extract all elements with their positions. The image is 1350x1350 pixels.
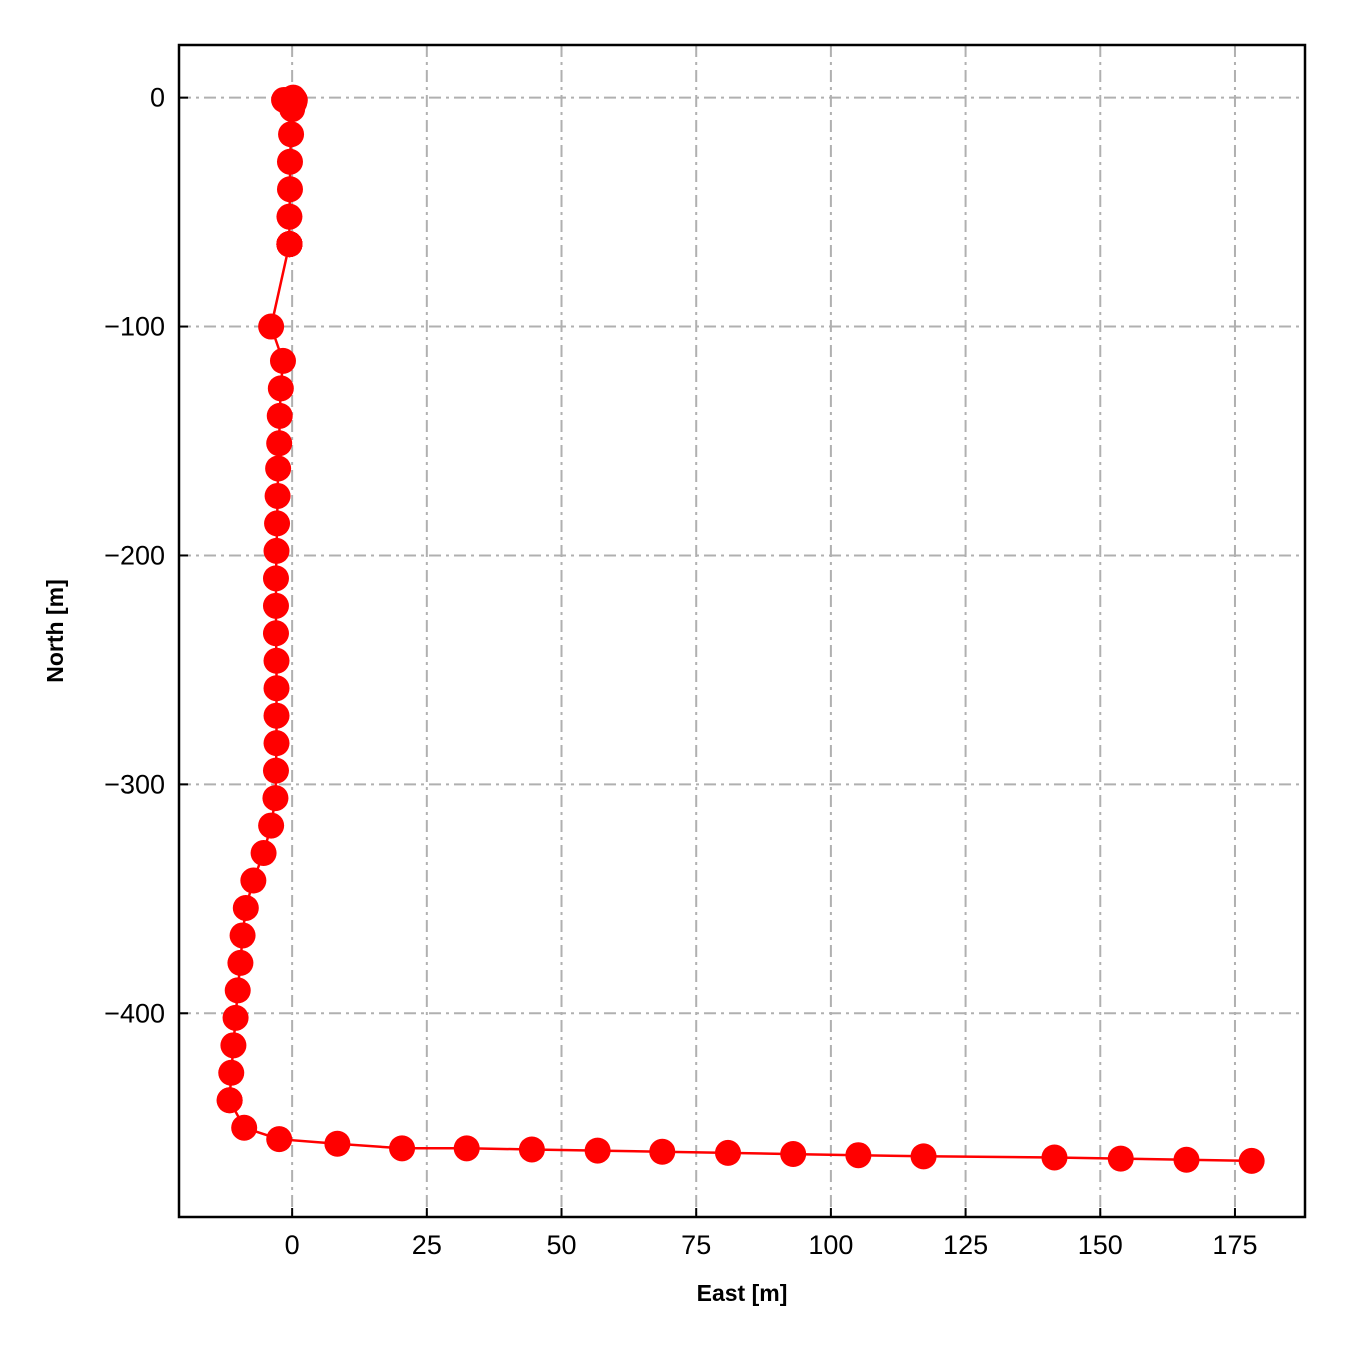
data-point bbox=[714, 1139, 741, 1166]
data-point bbox=[263, 537, 290, 564]
data-point bbox=[278, 121, 305, 148]
x-tick-label: 75 bbox=[681, 1230, 711, 1260]
data-point bbox=[518, 1136, 545, 1163]
y-tick-label: −300 bbox=[104, 769, 165, 799]
data-point bbox=[263, 647, 290, 674]
data-point bbox=[1107, 1145, 1134, 1172]
data-point bbox=[231, 1114, 258, 1141]
data-point bbox=[845, 1142, 872, 1169]
y-tick-label: −400 bbox=[104, 998, 165, 1028]
data-point bbox=[263, 675, 290, 702]
data-point bbox=[276, 176, 303, 203]
data-point bbox=[269, 347, 296, 374]
data-point bbox=[216, 1087, 243, 1114]
data-point bbox=[584, 1137, 611, 1164]
x-axis-label: East [m] bbox=[697, 1280, 788, 1306]
data-point bbox=[1041, 1144, 1068, 1171]
x-tick-label: 150 bbox=[1078, 1230, 1123, 1260]
data-point bbox=[250, 840, 277, 867]
y-tick-label: −100 bbox=[104, 312, 165, 342]
data-point bbox=[453, 1135, 480, 1162]
data-point bbox=[266, 402, 293, 429]
data-point bbox=[262, 565, 289, 592]
data-point bbox=[649, 1138, 676, 1165]
data-point bbox=[276, 203, 303, 230]
data-point bbox=[266, 1126, 293, 1153]
data-point bbox=[276, 148, 303, 175]
data-point bbox=[224, 977, 251, 1004]
series bbox=[216, 84, 1265, 1174]
data-point bbox=[1173, 1146, 1200, 1173]
data-point bbox=[265, 455, 292, 482]
y-tick-label: 0 bbox=[150, 83, 165, 113]
series-line bbox=[228, 96, 1252, 1163]
data-point bbox=[267, 375, 294, 402]
data-point bbox=[324, 1130, 351, 1157]
data-point bbox=[279, 96, 306, 123]
data-point bbox=[240, 867, 267, 894]
data-point bbox=[258, 812, 285, 839]
data-point bbox=[218, 1059, 245, 1086]
data-point bbox=[263, 730, 290, 757]
data-point bbox=[1238, 1147, 1265, 1174]
x-tick-label: 175 bbox=[1212, 1230, 1257, 1260]
data-point bbox=[262, 785, 289, 812]
data-point bbox=[227, 949, 254, 976]
x-tick-label: 50 bbox=[546, 1230, 576, 1260]
data-point bbox=[262, 757, 289, 784]
ticks: 0 25 50 75 100 125 150 175 0 −100 −200 −300 −400 bbox=[104, 83, 1257, 1260]
x-tick-label: 25 bbox=[412, 1230, 442, 1260]
grid-lines bbox=[179, 45, 1305, 1217]
data-point bbox=[276, 231, 303, 258]
data-point bbox=[232, 894, 259, 921]
x-tick-label: 0 bbox=[285, 1230, 300, 1260]
data-point bbox=[266, 430, 293, 457]
y-axis-label: North [m] bbox=[42, 579, 68, 682]
x-tick-label: 125 bbox=[943, 1230, 988, 1260]
y-tick-label: −200 bbox=[104, 540, 165, 570]
data-point bbox=[264, 510, 291, 537]
data-point bbox=[389, 1135, 416, 1162]
data-point bbox=[220, 1032, 247, 1059]
data-point bbox=[222, 1004, 249, 1031]
data-point bbox=[229, 922, 256, 949]
plot-frame bbox=[177, 43, 1307, 1219]
data-point bbox=[262, 620, 289, 647]
data-point bbox=[263, 702, 290, 729]
data-point bbox=[264, 482, 291, 509]
data-point bbox=[780, 1141, 807, 1168]
x-tick-label: 100 bbox=[808, 1230, 853, 1260]
data-point bbox=[262, 592, 289, 619]
data-point bbox=[910, 1143, 937, 1170]
data-point bbox=[258, 313, 285, 340]
